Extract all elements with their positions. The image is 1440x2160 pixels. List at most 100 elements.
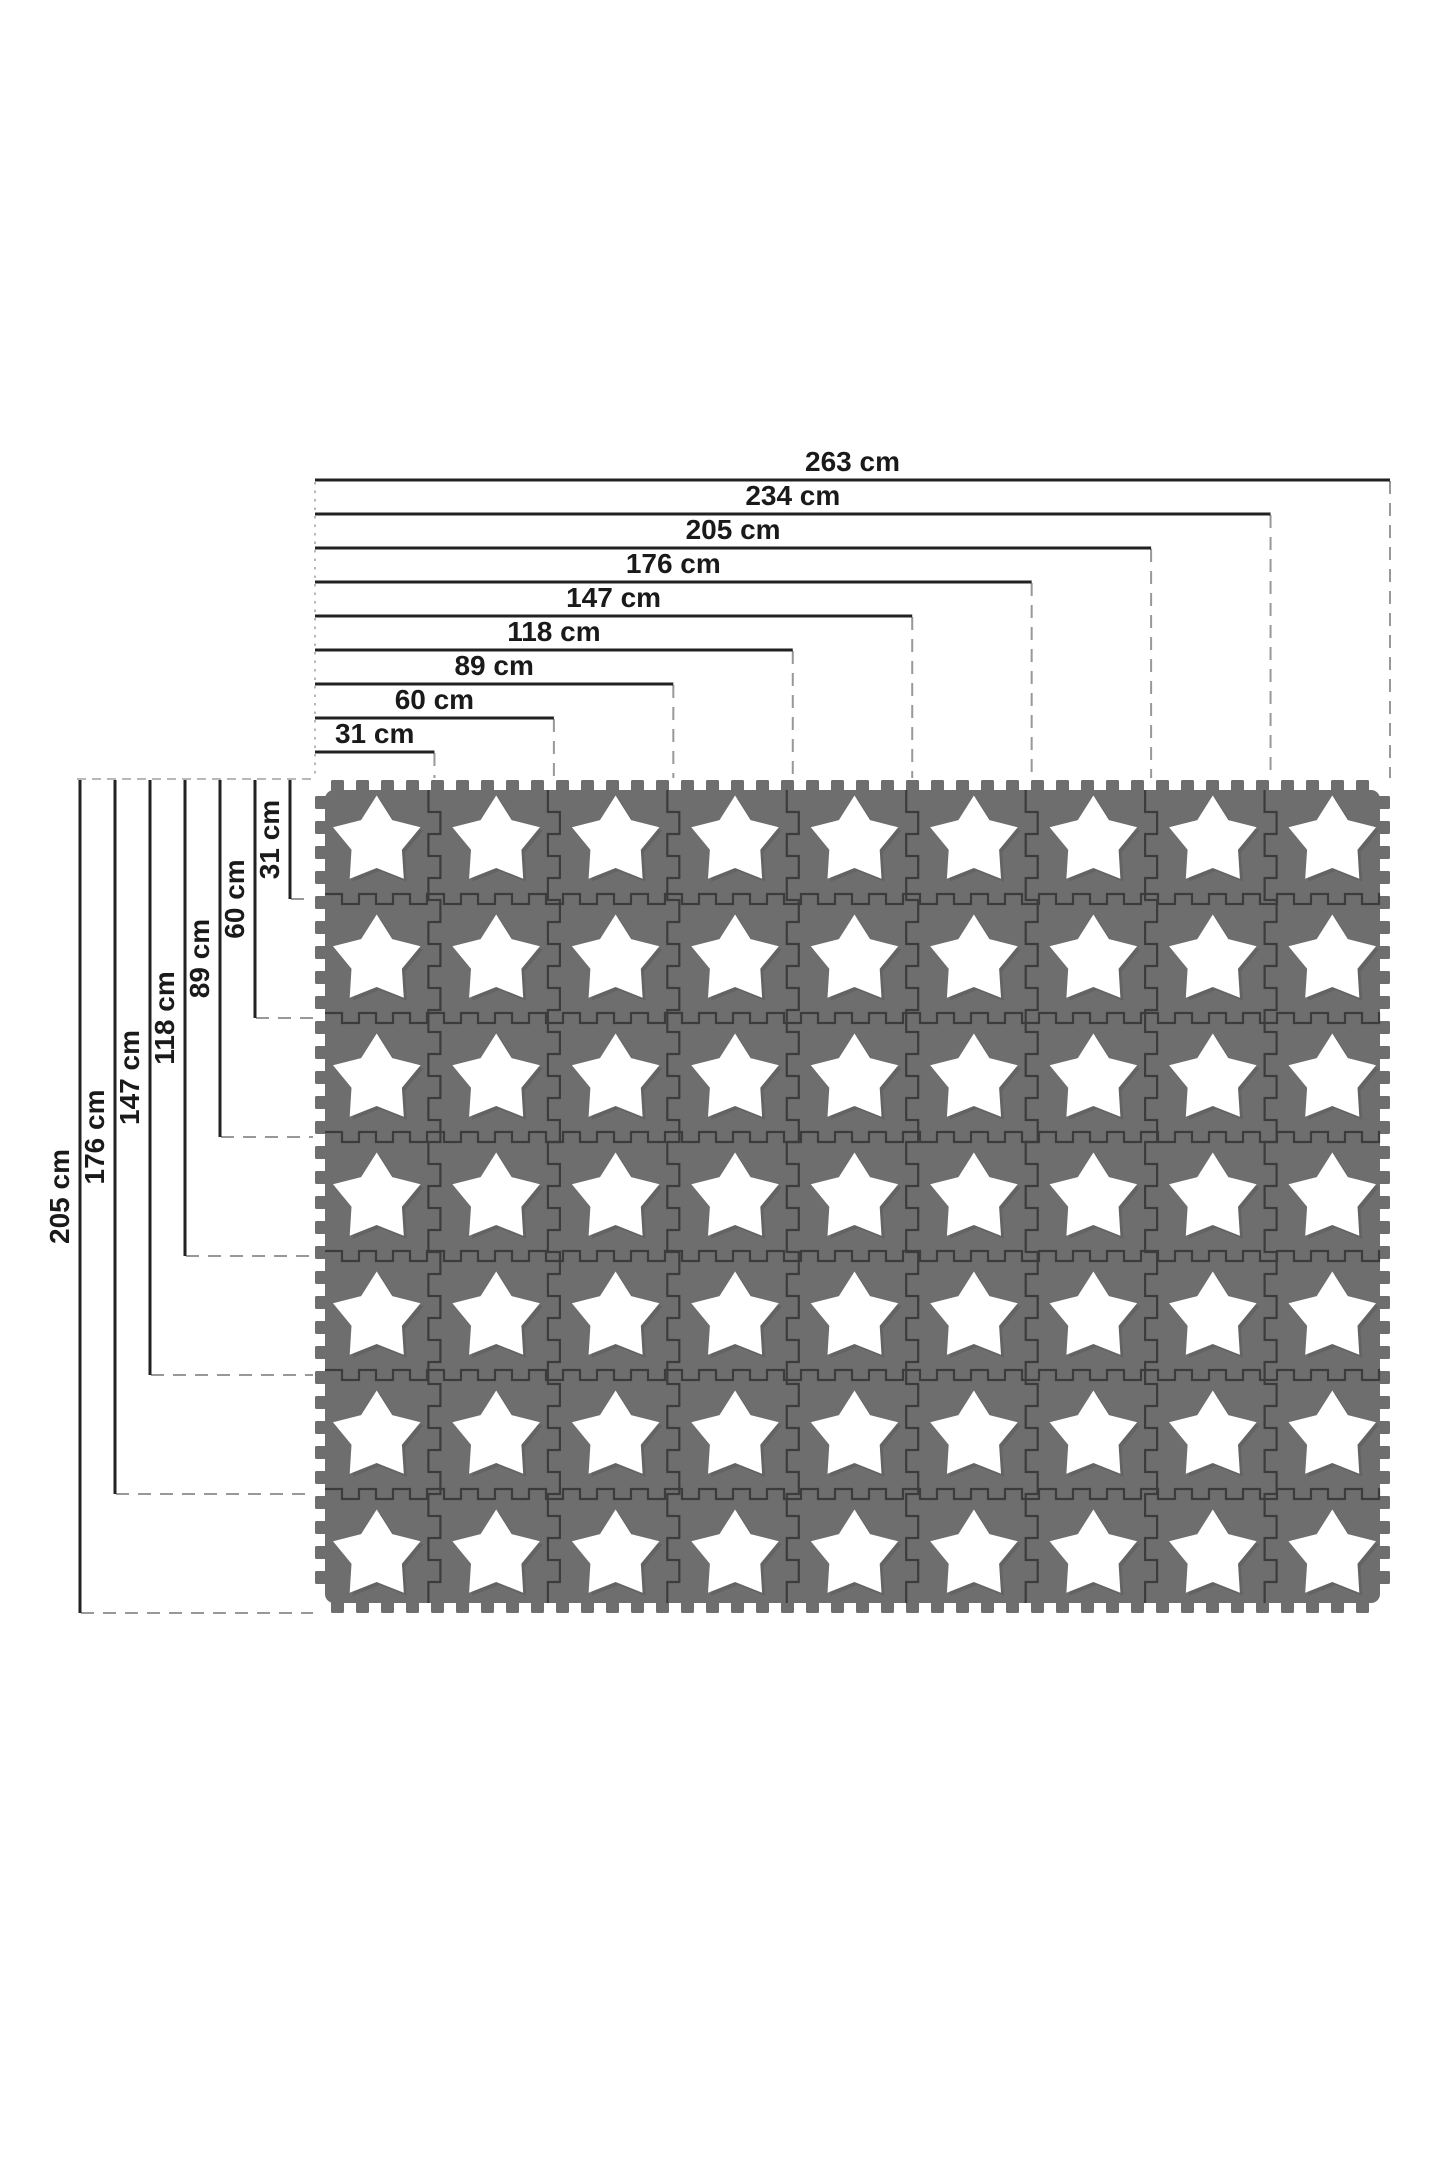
dimension-row-width: 205 cm: [315, 514, 1153, 778]
star-icon: [333, 1152, 421, 1236]
star-icon: [810, 795, 899, 879]
star-icon: [1049, 1152, 1138, 1236]
dimension-row-width: 31 cm: [315, 718, 436, 778]
mat-tooth: [481, 780, 494, 793]
star-icon: [1288, 1152, 1376, 1236]
mat-tooth: [881, 1600, 894, 1613]
mat-tooth: [531, 780, 544, 793]
mat-tooth: [1377, 1071, 1390, 1084]
mat-tooth: [1206, 780, 1219, 793]
mat-tooth: [1377, 1446, 1390, 1459]
mat-tooth: [315, 821, 328, 834]
mat-tooth: [1356, 780, 1369, 793]
mat-tooth: [1377, 1521, 1390, 1534]
mat-tooth: [315, 1171, 328, 1184]
mat-tooth: [1156, 780, 1169, 793]
star-icon: [691, 1152, 779, 1236]
mat-tooth: [1377, 1421, 1390, 1434]
mat-tooth: [1377, 896, 1390, 909]
mat-tooth: [1331, 780, 1344, 793]
mat-tooth: [315, 971, 328, 984]
mat-tooth: [315, 1021, 328, 1034]
star-icon: [691, 914, 779, 998]
mat-tooth: [331, 780, 344, 793]
mat-tooth: [315, 1146, 328, 1159]
star-icon: [930, 795, 1018, 879]
mat-tooth: [1377, 1296, 1390, 1309]
mat-tooth: [1377, 1096, 1390, 1109]
dimension-row-height: 31 cm: [254, 780, 313, 900]
mat-tooth: [1377, 1396, 1390, 1409]
dimension-label-vertical: 147 cm: [114, 1030, 145, 1125]
tile-seam-vertical: [427, 790, 442, 1603]
dimension-label: 60 cm: [395, 684, 474, 715]
dimension-row-width: 147 cm: [315, 582, 914, 778]
mat-tooth: [531, 1600, 544, 1613]
mat-tooth: [481, 1600, 494, 1613]
star-icon: [571, 1033, 660, 1117]
mat-tooth: [381, 1600, 394, 1613]
star-icon: [1288, 1271, 1376, 1355]
mat-tooth: [631, 1600, 644, 1613]
mat-tooth: [1031, 1600, 1044, 1613]
mat-tooth: [881, 780, 894, 793]
mat-tooth: [981, 780, 994, 793]
star-icon: [930, 1152, 1018, 1236]
star-icon: [810, 1390, 899, 1474]
dimension-label: 263 cm: [805, 446, 900, 477]
mat-tooth: [1377, 821, 1390, 834]
mat-tooth: [981, 1600, 994, 1613]
dimension-row-height: 205 cm: [44, 780, 313, 1614]
mat-tooth: [1031, 780, 1044, 793]
star-icon: [1169, 1509, 1257, 1593]
mat-tooth: [906, 780, 919, 793]
mat-tooth: [1377, 1571, 1390, 1584]
star-icon: [1049, 795, 1138, 879]
mat-tooth: [781, 780, 794, 793]
tile-seam-horizontal: [325, 1130, 1381, 1144]
star-icon: [1288, 1390, 1376, 1474]
mat-tooth: [315, 846, 328, 859]
mat-tooth: [1377, 971, 1390, 984]
mat-tooth: [856, 1600, 869, 1613]
mat-tooth: [1231, 1600, 1244, 1613]
star-icon: [571, 1152, 660, 1236]
mat-tooth: [781, 1600, 794, 1613]
mat-tooth: [1356, 1600, 1369, 1613]
tile-seam-vertical: [546, 790, 561, 1603]
dimension-label-vertical: 89 cm: [184, 919, 215, 998]
star-icon: [930, 914, 1018, 998]
star-icon: [691, 1390, 779, 1474]
tile-seam-vertical: [666, 790, 681, 1603]
dimension-row-width: 89 cm: [315, 650, 675, 778]
dimension-row-width: 263 cm: [315, 446, 1391, 778]
star-icon: [1049, 1271, 1138, 1355]
mat-tooth: [1006, 1600, 1019, 1613]
star-icon: [810, 1152, 899, 1236]
star-icon: [333, 1509, 421, 1593]
star-icon: [1288, 1509, 1376, 1593]
mat-tooth: [1377, 946, 1390, 959]
dimension-row-width: 176 cm: [315, 548, 1033, 778]
mat-tooth: [581, 1600, 594, 1613]
mat-tooth: [1256, 1600, 1269, 1613]
mat-tooth: [1106, 780, 1119, 793]
mat-tooth: [1281, 1600, 1294, 1613]
mat-tooth: [956, 1600, 969, 1613]
star-icon: [810, 1033, 899, 1117]
mat-tooth: [431, 780, 444, 793]
dimension-row-width: 118 cm: [315, 616, 794, 778]
star-icon: [333, 795, 421, 879]
mat-tooth: [606, 780, 619, 793]
mat-tooth: [506, 780, 519, 793]
star-icon: [452, 914, 540, 998]
mat-tooth: [831, 780, 844, 793]
mat-tooth: [1081, 1600, 1094, 1613]
mat-tooth: [456, 1600, 469, 1613]
tile-seam-horizontal: [325, 1249, 1381, 1263]
mat-tooth: [1231, 780, 1244, 793]
mat-tooth: [1281, 780, 1294, 793]
